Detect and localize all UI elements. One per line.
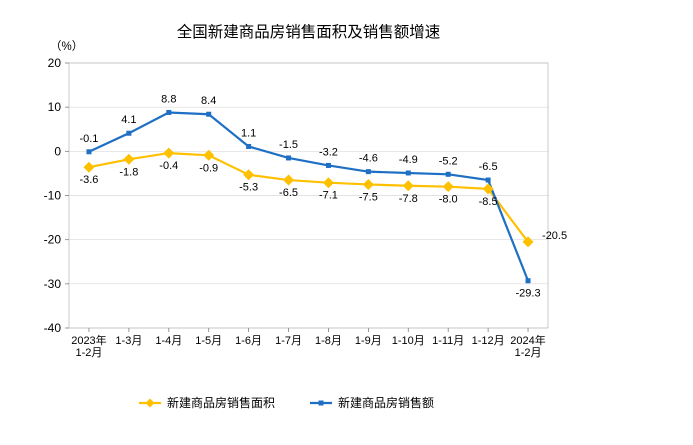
svg-text:新建商品房销售额: 新建商品房销售额 <box>338 395 434 410</box>
svg-text:新建商品房销售面积: 新建商品房销售面积 <box>167 395 275 410</box>
